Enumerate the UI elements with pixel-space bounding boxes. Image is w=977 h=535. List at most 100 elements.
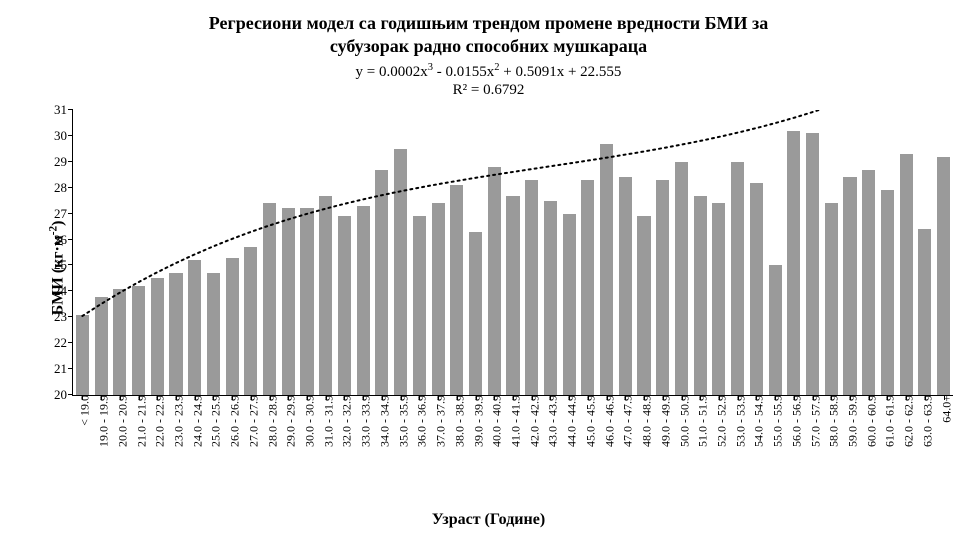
y-tick-mark	[68, 368, 73, 369]
bar-slot: 52.0 - 52.9	[710, 110, 729, 395]
bar-slot: 48.0 - 48.9	[635, 110, 654, 395]
bar	[95, 297, 108, 395]
y-tick-label: 20	[54, 387, 73, 403]
x-tick-label: 26.0 - 26.9	[222, 395, 243, 447]
title-line-1: Регресиони модел са годишњим трендом про…	[209, 13, 768, 33]
bar-slot: 61.0 - 61.9	[878, 110, 897, 395]
bar-slot: 46.0 - 46.9	[597, 110, 616, 395]
y-tick-mark	[68, 316, 73, 317]
bar-slot: 26.0 - 26.9	[223, 110, 242, 395]
x-tick-label: 63.0 - 63.9	[914, 395, 935, 447]
bar	[244, 247, 257, 395]
bar	[862, 170, 875, 395]
bar-slot: 47.0 - 47.9	[616, 110, 635, 395]
x-tick-label: 55.0 - 55.9	[765, 395, 786, 447]
bar	[488, 167, 501, 395]
y-tick-mark	[68, 264, 73, 265]
x-tick-label: 59.0 - 59.9	[840, 395, 861, 447]
bar	[169, 273, 182, 395]
bar	[694, 196, 707, 396]
x-tick-label: 30.0 - 30.9	[297, 395, 318, 447]
chart-container: Регресиони модел са годишњим трендом про…	[0, 0, 977, 535]
bar	[900, 154, 913, 395]
bar	[413, 216, 426, 395]
bar	[843, 177, 856, 395]
y-tick-mark	[68, 187, 73, 188]
y-tick-label: 25	[54, 257, 73, 273]
bar	[132, 286, 145, 395]
y-tick-label: 22	[54, 335, 73, 351]
bar-slot: 21.0 - 21.9	[129, 110, 148, 395]
bar-slot: 53.0 - 53.9	[728, 110, 747, 395]
bar	[806, 133, 819, 395]
bar-slot: 43.0 - 43.9	[541, 110, 560, 395]
bar	[506, 196, 519, 396]
bar	[750, 183, 763, 395]
bar-slot: 29.0 - 29.9	[279, 110, 298, 395]
bar-slot: 36.0 - 36.9	[410, 110, 429, 395]
x-tick-label: 37.0 - 37.9	[428, 395, 449, 447]
bar-slot: 56.0 - 56.9	[784, 110, 803, 395]
bar	[357, 206, 370, 395]
x-tick-label: 49.0 - 49.9	[652, 395, 673, 447]
chart-title: Регресиони модел са годишњим трендом про…	[0, 12, 977, 57]
bars-layer: < 19.019.0 - 19.920.0 - 20.921.0 - 21.92…	[73, 110, 953, 395]
bar-slot: 27.0 - 27.9	[242, 110, 261, 395]
y-tick-mark	[68, 239, 73, 240]
x-tick-label: 45.0 - 45.9	[577, 395, 598, 447]
bar	[282, 208, 295, 395]
bar-slot: 33.0 - 33.9	[354, 110, 373, 395]
bar	[469, 232, 482, 395]
bar-slot: 42.0 - 42.9	[522, 110, 541, 395]
bar-slot: 63.0 - 63.9	[916, 110, 935, 395]
x-tick-label: 56.0 - 56.9	[783, 395, 804, 447]
bar-slot: 30.0 - 30.9	[298, 110, 317, 395]
y-tick-mark	[68, 161, 73, 162]
title-line-2: субузорак радно способних мушкараца	[330, 36, 647, 56]
bar	[544, 201, 557, 395]
bar-slot: 54.0 - 54.9	[747, 110, 766, 395]
x-tick-label: 44.0 - 44.9	[559, 395, 580, 447]
x-tick-label: 27.0 - 27.9	[240, 395, 261, 447]
y-tick-label: 24	[54, 283, 73, 299]
bar-slot: < 19.0	[73, 110, 92, 395]
bar	[937, 157, 950, 395]
y-tick-mark	[68, 135, 73, 136]
y-tick-label: 21	[54, 361, 73, 377]
bar-slot: 39.0 - 39.9	[466, 110, 485, 395]
bar-slot: 44.0 - 44.9	[560, 110, 579, 395]
x-axis-label: Узраст (Године)	[0, 511, 977, 529]
y-tick-mark	[68, 290, 73, 291]
bar-slot: 55.0 - 55.9	[766, 110, 785, 395]
y-tick-label: 23	[54, 309, 73, 325]
bar	[787, 131, 800, 395]
bar	[113, 289, 126, 395]
bar-slot: 58.0 - 58.9	[822, 110, 841, 395]
bar-slot: 23.0 - 23.9	[167, 110, 186, 395]
bar	[207, 273, 220, 395]
y-tick-label: 26	[54, 232, 73, 248]
bar-slot: 51.0 - 51.9	[691, 110, 710, 395]
y-tick-mark	[68, 342, 73, 343]
x-tick-label: 64.0+	[933, 395, 954, 423]
bar-slot: 62.0 - 62.9	[897, 110, 916, 395]
bar	[319, 196, 332, 396]
bar-slot: 25.0 - 25.9	[204, 110, 223, 395]
x-tick-label: 52.0 - 52.9	[708, 395, 729, 447]
bar-slot: 41.0 - 41.9	[504, 110, 523, 395]
bar	[338, 216, 351, 395]
bar-slot: 31.0 - 31.9	[316, 110, 335, 395]
bar	[731, 162, 744, 395]
bar-slot: 38.0 - 38.9	[447, 110, 466, 395]
y-tick-label: 30	[54, 128, 73, 144]
bar	[619, 177, 632, 395]
x-tick-label: 38.0 - 38.9	[446, 395, 467, 447]
x-tick-label: 48.0 - 48.9	[634, 395, 655, 447]
bar	[656, 180, 669, 395]
bar	[881, 190, 894, 395]
bar	[600, 144, 613, 395]
bar-slot: 28.0 - 28.9	[260, 110, 279, 395]
bar-slot: 45.0 - 45.9	[579, 110, 598, 395]
bar	[226, 258, 239, 395]
bar-slot: 35.0 - 35.9	[391, 110, 410, 395]
